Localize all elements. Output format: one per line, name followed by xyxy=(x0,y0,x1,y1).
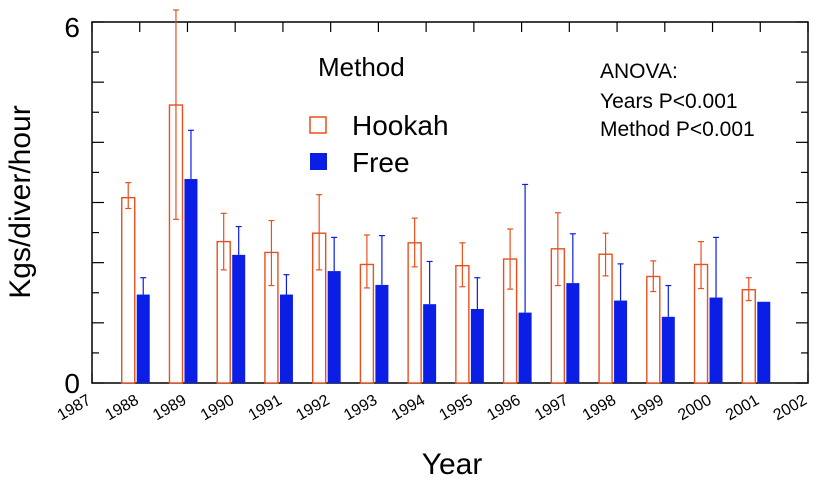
x-tick-label: 1988 xyxy=(102,392,141,425)
x-tick-label: 2002 xyxy=(771,392,810,425)
free-bar xyxy=(375,284,389,383)
free-bar xyxy=(423,304,437,383)
x-tick-label: 1989 xyxy=(150,392,189,425)
free-bar xyxy=(327,271,341,383)
free-bar xyxy=(470,308,484,383)
hookah-bar xyxy=(121,196,136,384)
x-tick-label: 1993 xyxy=(341,392,380,425)
anova-line-2: Years P<0.001 xyxy=(600,90,738,113)
bars xyxy=(121,9,771,384)
free-bar xyxy=(757,301,771,383)
legend-title: Method xyxy=(318,52,405,82)
free-bar xyxy=(518,312,532,383)
anova-annotation: ANOVA: Years P<0.001 Method P<0.001 xyxy=(600,60,755,141)
x-tick-label: 1992 xyxy=(293,392,332,425)
free-bar xyxy=(566,283,580,383)
legend-free-swatch xyxy=(310,153,327,170)
hookah-bar xyxy=(741,289,756,384)
x-tick-label: 2001 xyxy=(723,392,762,425)
x-tick-label: 1998 xyxy=(580,392,619,425)
y-axis-label: Kgs/diver/hour xyxy=(4,105,37,298)
free-bar xyxy=(709,297,723,383)
anova-line-3: Method P<0.001 xyxy=(600,118,755,141)
free-bar xyxy=(279,294,293,383)
x-tick-label: 1994 xyxy=(389,392,428,425)
free-bar xyxy=(614,300,628,383)
x-axis-label: Year xyxy=(422,448,483,480)
free-bar xyxy=(136,294,150,383)
y-tick-label-top: 6 xyxy=(64,12,80,43)
x-tick-label: 1996 xyxy=(484,392,523,425)
x-tick-label: 1995 xyxy=(437,392,476,425)
anova-line-1: ANOVA: xyxy=(600,60,678,83)
y-tick-label-bottom: 0 xyxy=(64,368,80,399)
x-tick-label: 1990 xyxy=(198,392,237,425)
hookah-bar xyxy=(646,275,661,384)
free-bar xyxy=(184,179,198,383)
legend: Method Hookah Free xyxy=(309,52,449,178)
x-tick-label: 1999 xyxy=(627,392,666,425)
x-tick-label: 2000 xyxy=(675,392,714,425)
legend-hookah-swatch xyxy=(309,116,327,134)
y-ticks xyxy=(92,21,808,384)
legend-free-label: Free xyxy=(352,147,410,178)
x-tick-label: 1997 xyxy=(532,392,571,425)
free-bar xyxy=(661,316,675,383)
legend-hookah-label: Hookah xyxy=(352,110,449,141)
free-bar xyxy=(232,254,246,383)
x-tick-label: 1991 xyxy=(246,392,285,425)
